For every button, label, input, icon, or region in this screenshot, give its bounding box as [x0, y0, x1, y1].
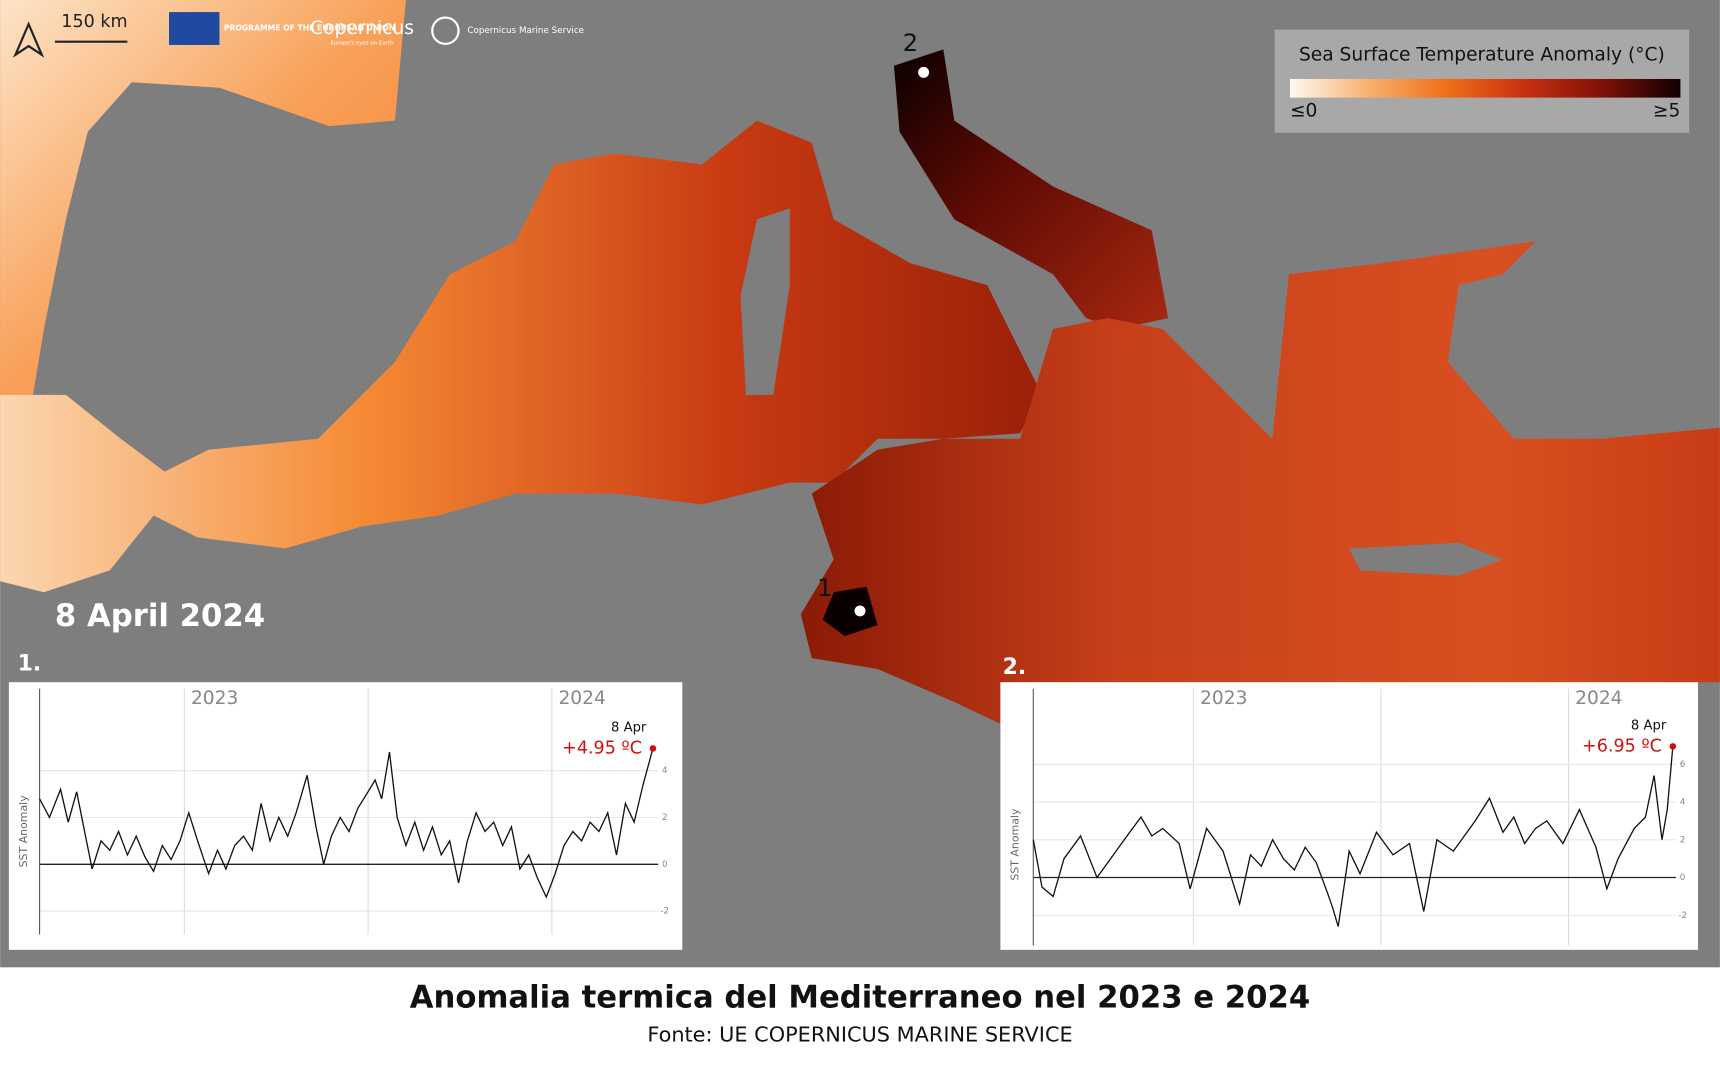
eastern-mediterranean — [800, 241, 1720, 724]
marine-service-logo: Copernicus Marine Service — [467, 26, 584, 36]
inset-frame — [1000, 682, 1698, 950]
annotation-value: +6.95 ºC — [1582, 736, 1662, 756]
annotation-date: 8 Apr — [1631, 719, 1667, 734]
y-tick-label: 2 — [1680, 835, 1686, 845]
marine-icon — [431, 16, 460, 45]
x-tick-label: 2024 — [558, 688, 605, 709]
anomaly-line — [1032, 746, 1674, 927]
legend-colorbar — [1289, 78, 1681, 98]
gulf-of-gabes — [822, 586, 878, 637]
y-axis-label: SST Anomaly — [1009, 808, 1022, 881]
annotation-value: +4.95 ºC — [562, 738, 642, 758]
y-tick-label: 4 — [1680, 798, 1686, 808]
eu-flag — [169, 12, 220, 45]
anomaly-line — [39, 748, 654, 899]
north-arrow — [12, 21, 45, 58]
adriatic-sea — [894, 49, 1169, 330]
corsica-sardinia — [740, 208, 790, 395]
y-tick-label: 0 — [1680, 873, 1686, 883]
latest-point — [1669, 743, 1677, 750]
copernicus-tagline: Europe's eyes on Earth — [331, 40, 394, 46]
latest-point — [649, 745, 657, 752]
y-tick-label: 0 — [662, 860, 668, 870]
eu-logo-text: PROGRAMME OF THE EUROPEAN UNION — [224, 24, 395, 33]
annotation-date: 8 Apr — [611, 721, 647, 736]
inset-frame — [8, 682, 683, 950]
date-label: 8 April 2024 — [55, 598, 265, 634]
y-tick-label: 4 — [662, 766, 668, 776]
inset-label: 1. — [18, 652, 42, 677]
point-label: 1 — [817, 574, 832, 602]
point-marker — [854, 605, 866, 617]
x-tick-label: 2023 — [1200, 688, 1247, 709]
legend-min: ≤0 — [1290, 100, 1317, 121]
y-tick-label: 2 — [662, 813, 668, 823]
y-axis-label: SST Anomaly — [17, 795, 30, 868]
caption-band — [0, 967, 1720, 1065]
crete — [1349, 542, 1503, 576]
legend-max: ≥5 — [1653, 100, 1680, 121]
copernicus-logo: Copernicus — [310, 18, 414, 39]
caption-title: Anomalia termica del Mediterraneo nel 20… — [410, 980, 1311, 1016]
caption-source: Fonte: UE COPERNICUS MARINE SERVICE — [647, 1022, 1072, 1046]
x-tick-label: 2024 — [1575, 688, 1622, 709]
x-tick-label: 2023 — [191, 688, 238, 709]
y-tick-label: -2 — [660, 907, 669, 917]
legend-title: Sea Surface Temperature Anomaly (°C) — [1299, 44, 1665, 65]
point-label: 2 — [903, 29, 918, 57]
atlantic-sea — [0, 0, 406, 395]
y-tick-label: -2 — [1678, 911, 1687, 921]
scale-label: 150 km — [61, 12, 127, 32]
y-tick-label: 6 — [1680, 760, 1686, 770]
point-marker — [918, 66, 930, 78]
inset-label: 2. — [1003, 655, 1027, 680]
